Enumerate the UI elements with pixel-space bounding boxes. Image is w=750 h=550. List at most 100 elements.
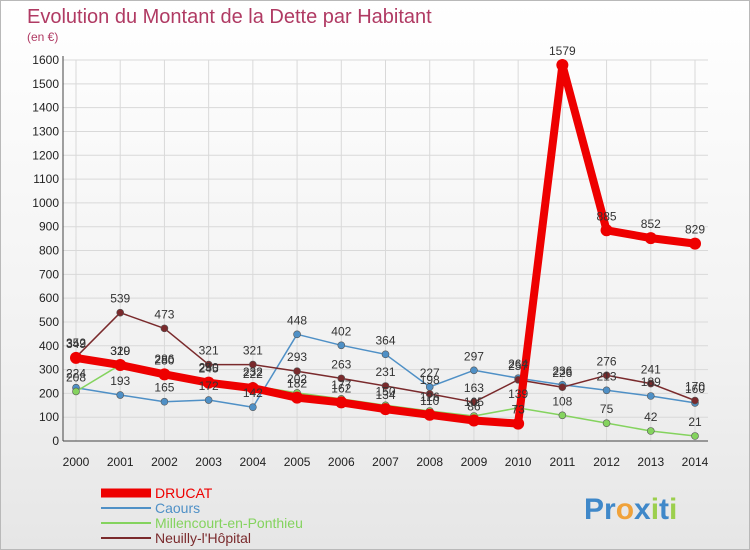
data-label: 110: [420, 394, 439, 408]
data-label: 448: [287, 313, 307, 327]
data-point: [467, 414, 480, 427]
x-tick-label: 2010: [505, 455, 532, 469]
data-label: 193: [110, 374, 130, 388]
logo-letter: i: [651, 493, 659, 526]
data-label: 245: [199, 362, 219, 376]
data-label: 213: [597, 369, 617, 383]
legend-label: Caours: [155, 500, 200, 516]
y-tick-label: 800: [39, 244, 59, 258]
data-point: [293, 330, 301, 339]
y-tick-label: 400: [39, 339, 59, 353]
data-label: 280: [154, 353, 174, 367]
legend: DRUCATCaoursMillencourt-en-PonthieuNeuil…: [101, 485, 303, 546]
data-label: 162: [331, 381, 351, 395]
data-label: 250: [199, 360, 219, 374]
data-label: 321: [199, 344, 219, 358]
data-label: 539: [110, 292, 130, 306]
data-label: 257: [508, 359, 528, 373]
data-point: [470, 398, 478, 406]
data-label: 182: [287, 377, 307, 391]
y-tick-label: 600: [39, 291, 59, 305]
x-tick-label: 2002: [151, 455, 178, 469]
data-point: [379, 403, 392, 416]
data-label: 885: [597, 209, 617, 223]
data-point: [291, 391, 304, 404]
data-label: 224: [66, 367, 86, 381]
data-label: 364: [375, 333, 395, 347]
legend-label: Neuilly-l'Hôpital: [155, 530, 251, 546]
y-tick-label: 900: [39, 220, 59, 234]
data-point: [114, 359, 127, 372]
data-label: 232: [243, 365, 263, 379]
legend-label: Millencourt-en-Ponthieu: [155, 515, 303, 531]
logo-letter: x: [634, 493, 651, 526]
y-tick-label: 1400: [32, 101, 59, 115]
chart-title: Evolution du Montant de la Dette par Hab…: [27, 6, 432, 28]
data-point: [470, 366, 478, 375]
x-tick-label: 2004: [240, 455, 267, 469]
data-point: [204, 396, 213, 404]
x-tick-label: 2000: [63, 455, 90, 469]
data-label: 293: [287, 350, 307, 364]
data-label: 105: [464, 395, 484, 409]
data-label: 142: [243, 386, 263, 400]
x-tick-label: 2003: [195, 455, 222, 469]
data-point: [425, 390, 434, 398]
data-label: 231: [375, 365, 395, 379]
x-tick-label: 2007: [372, 455, 399, 469]
data-label: 150: [375, 384, 395, 398]
data-label: 86: [467, 400, 481, 414]
data-point: [70, 351, 82, 364]
data-point: [249, 403, 257, 411]
data-point: [293, 367, 301, 376]
data-point: [558, 411, 567, 420]
data-point: [423, 408, 436, 421]
data-point: [558, 383, 567, 391]
data-point: [602, 419, 611, 427]
data-label: 352: [66, 336, 86, 350]
y-tick-label: 1100: [33, 172, 59, 186]
data-label: 852: [641, 217, 661, 231]
data-point: [202, 376, 215, 389]
data-label: 473: [154, 307, 174, 321]
y-tick-label: 1600: [32, 53, 59, 67]
x-tick-label: 2001: [107, 455, 134, 469]
chart-subtitle: (en €): [27, 30, 58, 44]
data-point: [646, 379, 655, 388]
data-point: [204, 360, 213, 369]
x-tick-label: 2009: [461, 455, 488, 469]
data-point: [689, 237, 701, 250]
data-label: 160: [685, 382, 705, 396]
data-label: 241: [641, 363, 661, 377]
data-label: 263: [331, 357, 351, 371]
data-label: 208: [66, 370, 86, 384]
x-tick-label: 2014: [682, 455, 709, 469]
data-label: 139: [508, 387, 528, 401]
y-tick-label: 200: [39, 386, 59, 400]
data-label: 42: [644, 410, 658, 424]
logo-letter: t: [659, 493, 669, 526]
data-point: [646, 392, 655, 400]
data-label: 1579: [549, 44, 576, 58]
data-point: [249, 360, 257, 369]
x-tick-label: 2008: [416, 455, 443, 469]
y-tick-label: 1500: [32, 77, 59, 91]
data-point: [646, 427, 655, 435]
data-label: 75: [600, 402, 614, 416]
data-point: [158, 368, 171, 381]
data-point: [381, 382, 390, 390]
data-point: [116, 308, 125, 317]
axes: 0 100 200 300 400 500 600 700 800 900 1000 1100 1200…: [32, 53, 708, 469]
legend-label: DRUCAT: [155, 485, 213, 501]
data-point: [335, 396, 348, 409]
series-layer: [70, 59, 701, 440]
logo-letter: i: [669, 493, 677, 526]
proxiti-logo: Proxiti: [584, 493, 677, 526]
data-label: 264: [508, 357, 528, 371]
data-point: [337, 341, 346, 350]
data-label: 163: [464, 381, 484, 395]
data-point: [600, 224, 613, 237]
data-label: 297: [464, 349, 484, 363]
